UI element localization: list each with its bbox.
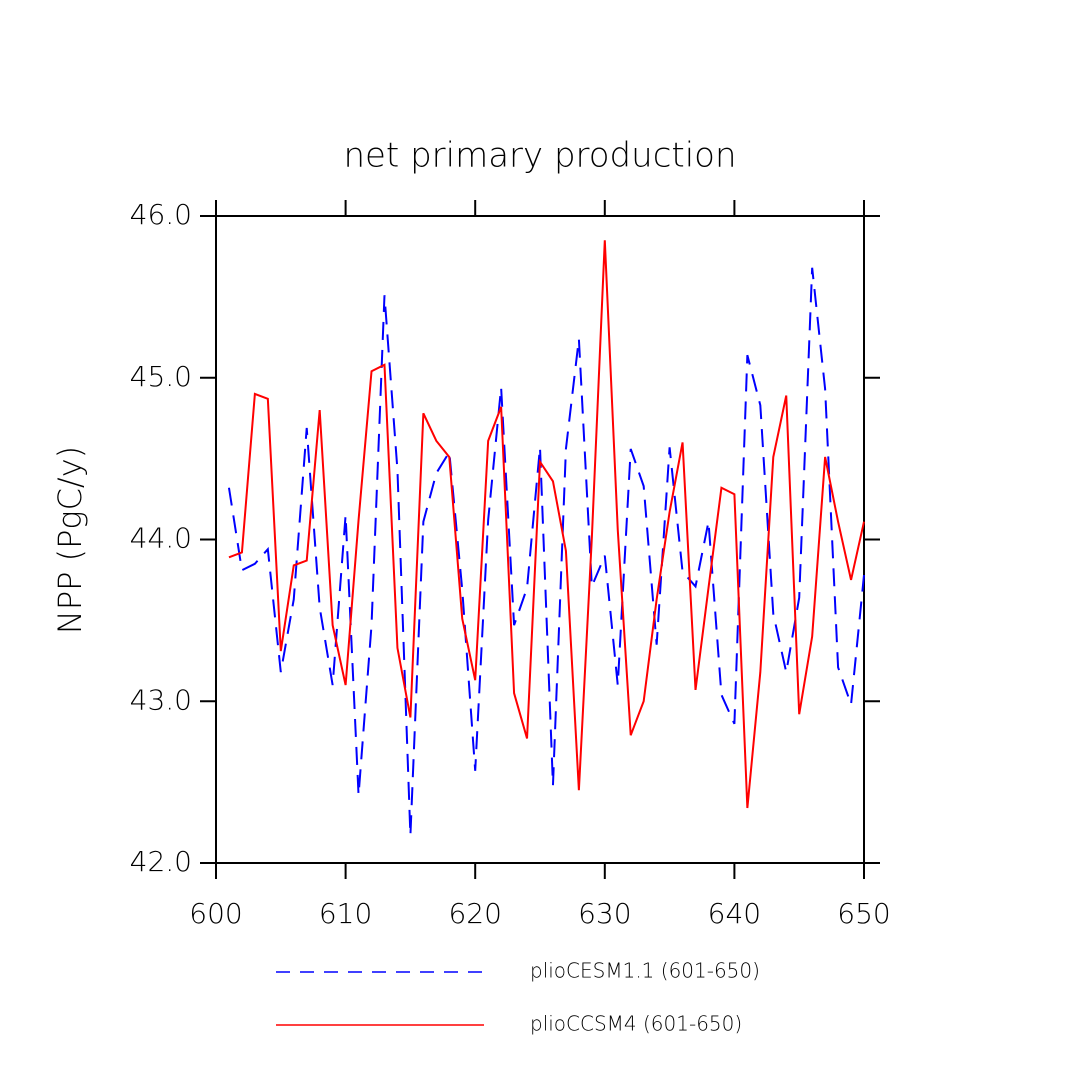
plot-frame <box>215 215 865 864</box>
x-tick-label: 640 <box>708 897 761 930</box>
legend-label: plioCCSM4 (601-650) <box>530 1012 742 1036</box>
y-tick-label: 44.0 <box>130 522 192 555</box>
y-axis-label: NPP (PgC/y) <box>51 446 89 634</box>
series-line <box>228 240 865 809</box>
x-tick-label: 630 <box>578 897 631 930</box>
y-tick-label: 43.0 <box>130 683 192 716</box>
x-tick-label: 600 <box>189 897 242 930</box>
x-tick-label: 650 <box>837 897 890 930</box>
series-line <box>227 267 865 836</box>
legend-label: plioCESM1.1 (601-650) <box>530 959 760 983</box>
y-tick-label: 45.0 <box>130 360 192 393</box>
x-tick-label: 610 <box>319 897 372 930</box>
x-tick-label: 620 <box>448 897 501 930</box>
y-tick-label: 46.0 <box>130 198 192 231</box>
chart-title: net primary production <box>343 136 736 176</box>
y-tick-label: 42.0 <box>130 845 192 878</box>
